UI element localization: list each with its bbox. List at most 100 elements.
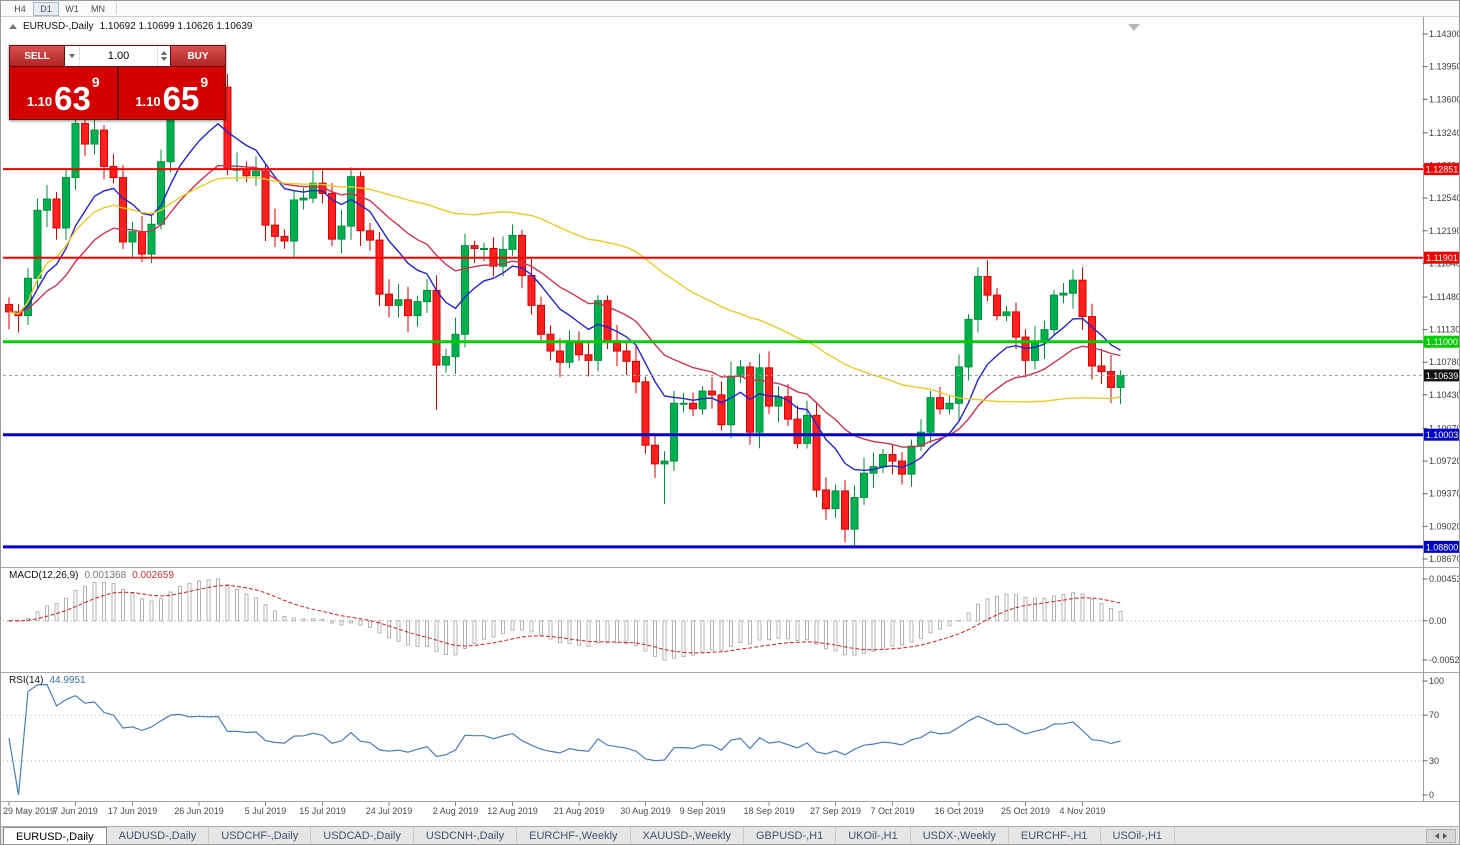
svg-text:27 Sep 2019: 27 Sep 2019 bbox=[810, 806, 861, 816]
rsi-title: RSI(14) bbox=[9, 675, 44, 686]
tab-scroll-right-icon[interactable] bbox=[1443, 833, 1447, 839]
price-scale[interactable]: 1.143001.139501.136001.132401.128901.125… bbox=[1422, 29, 1460, 564]
chart-tab-eurchf-h1[interactable]: EURCHF-,H1 bbox=[1009, 827, 1101, 844]
spinner-up-icon[interactable] bbox=[161, 51, 167, 55]
period-toolbar: H4 D1 W1 MN bbox=[1, 1, 1459, 17]
svg-text:1.09370: 1.09370 bbox=[1429, 489, 1460, 499]
chart-tab-gbpusd-h1[interactable]: GBPUSD-,H1 bbox=[744, 827, 837, 844]
svg-text:1.13600: 1.13600 bbox=[1429, 94, 1460, 104]
symbol-period-label: EURUSD-,Daily bbox=[23, 21, 94, 32]
chart-tab-eurusd-daily[interactable]: EURUSD-,Daily bbox=[3, 827, 107, 844]
svg-text:1.09020: 1.09020 bbox=[1429, 521, 1460, 531]
symbol-marker-icon bbox=[9, 24, 17, 29]
chart-tab-usdchf-daily[interactable]: USDCHF-,Daily bbox=[209, 827, 312, 844]
chart-tab-usoil-h1[interactable]: USOil-,H1 bbox=[1101, 827, 1176, 844]
period-d1-button[interactable]: D1 bbox=[33, 1, 59, 16]
volume-dropdown-icon[interactable] bbox=[65, 46, 80, 66]
svg-text:16 Oct 2019: 16 Oct 2019 bbox=[934, 806, 983, 816]
svg-text:5 Jul 2019: 5 Jul 2019 bbox=[245, 806, 287, 816]
period-mn-button[interactable]: MN bbox=[85, 2, 111, 16]
sell-button[interactable]: SELL bbox=[10, 46, 64, 66]
svg-text:1.10639: 1.10639 bbox=[1426, 371, 1459, 381]
svg-text:0.00: 0.00 bbox=[1429, 616, 1447, 626]
svg-text:26 Jun 2019: 26 Jun 2019 bbox=[174, 806, 224, 816]
svg-text:1.12540: 1.12540 bbox=[1429, 193, 1460, 203]
volume-spinner[interactable] bbox=[157, 46, 170, 66]
spinner-down-icon[interactable] bbox=[161, 57, 167, 61]
buy-price-pipette: 9 bbox=[200, 74, 209, 90]
macd-plot[interactable] bbox=[3, 578, 1423, 661]
buy-price-box[interactable]: 1.10 65 9 bbox=[118, 67, 225, 119]
svg-text:1.13950: 1.13950 bbox=[1429, 62, 1460, 72]
svg-text:1.13240: 1.13240 bbox=[1429, 128, 1460, 138]
svg-text:7 Oct 2019: 7 Oct 2019 bbox=[870, 806, 914, 816]
ohlc-values: 1.10692 1.10699 1.10626 1.10639 bbox=[99, 21, 253, 32]
svg-text:9 Sep 2019: 9 Sep 2019 bbox=[679, 806, 725, 816]
svg-text:18 Sep 2019: 18 Sep 2019 bbox=[743, 806, 794, 816]
svg-text:21 Aug 2019: 21 Aug 2019 bbox=[554, 806, 605, 816]
svg-text:-0.00520: -0.00520 bbox=[1429, 655, 1460, 665]
svg-text:2 Aug 2019: 2 Aug 2019 bbox=[433, 806, 479, 816]
svg-text:1.12190: 1.12190 bbox=[1429, 226, 1460, 236]
svg-text:24 Jul 2019: 24 Jul 2019 bbox=[366, 806, 413, 816]
chart-tab-bar: EURUSD-,Daily AUDUSD-,Daily USDCHF-,Daily U… bbox=[1, 826, 1459, 844]
buy-price-prefix: 1.10 bbox=[135, 94, 161, 109]
sell-price-prefix: 1.10 bbox=[26, 94, 53, 109]
rsi-indicator-label: RSI(14) 44.9951 bbox=[9, 675, 86, 686]
chart-tab-eurchf-weekly[interactable]: EURCHF-,Weekly bbox=[517, 827, 631, 844]
svg-text:1.08800: 1.08800 bbox=[1426, 542, 1459, 552]
svg-text:30 Aug 2019: 30 Aug 2019 bbox=[620, 806, 671, 816]
svg-text:1.11130: 1.11130 bbox=[1429, 325, 1460, 335]
period-w1-button[interactable]: W1 bbox=[59, 2, 85, 16]
svg-text:12 Aug 2019: 12 Aug 2019 bbox=[487, 806, 538, 816]
svg-text:30: 30 bbox=[1429, 756, 1439, 766]
toolbar-separator bbox=[116, 3, 117, 14]
svg-text:1.11000: 1.11000 bbox=[1426, 337, 1458, 347]
svg-text:100: 100 bbox=[1429, 676, 1444, 686]
svg-text:4 Nov 2019: 4 Nov 2019 bbox=[1059, 806, 1105, 816]
svg-text:0.004536: 0.004536 bbox=[1429, 574, 1460, 584]
svg-text:70: 70 bbox=[1429, 710, 1439, 720]
macd-main-value: 0.001368 bbox=[84, 570, 127, 581]
volume-value[interactable]: 1.00 bbox=[107, 50, 130, 62]
svg-text:1.12851: 1.12851 bbox=[1426, 165, 1459, 175]
volume-field[interactable]: 1.00 bbox=[65, 46, 170, 66]
buy-button[interactable]: BUY bbox=[171, 46, 225, 66]
one-click-trading-panel: SELL 1.00 BUY 1.10 63 9 1.10 65 9 bbox=[9, 45, 226, 120]
tab-scroll-left-icon[interactable] bbox=[1435, 833, 1439, 839]
macd-title: MACD(12,26,9) bbox=[9, 570, 79, 581]
svg-text:1.10003: 1.10003 bbox=[1426, 430, 1459, 440]
svg-text:1.10430: 1.10430 bbox=[1429, 390, 1460, 400]
svg-text:1.11480: 1.11480 bbox=[1429, 292, 1460, 302]
svg-text:1.09720: 1.09720 bbox=[1429, 456, 1460, 466]
svg-text:15 Jul 2019: 15 Jul 2019 bbox=[299, 806, 346, 816]
chart-shift-marker-icon[interactable] bbox=[1128, 24, 1140, 31]
rsi-plot[interactable] bbox=[3, 683, 1423, 796]
svg-text:1.10070: 1.10070 bbox=[1429, 423, 1460, 433]
chart-tab-audusd-daily[interactable]: AUDUSD-,Daily bbox=[107, 827, 210, 844]
svg-text:0: 0 bbox=[1429, 790, 1434, 800]
svg-text:1.11901: 1.11901 bbox=[1426, 253, 1458, 263]
price-plot[interactable] bbox=[5, 69, 1125, 548]
chart-tab-ukoil-h1[interactable]: UKOil-,H1 bbox=[836, 827, 911, 844]
macd-signal-value: 0.002659 bbox=[132, 570, 174, 581]
svg-text:1.08670: 1.08670 bbox=[1429, 554, 1460, 564]
svg-text:1.10780: 1.10780 bbox=[1429, 357, 1460, 367]
sell-price-box[interactable]: 1.10 63 9 bbox=[10, 67, 117, 119]
chart-tab-usdcad-daily[interactable]: USDCAD-,Daily bbox=[311, 827, 414, 844]
chart-title: EURUSD-,Daily 1.10692 1.10699 1.10626 1.… bbox=[9, 21, 253, 32]
chart-tab-usdx-weekly[interactable]: USDX-,Weekly bbox=[911, 827, 1009, 844]
period-h4-button[interactable]: H4 bbox=[7, 2, 33, 16]
macd-indicator-label: MACD(12,26,9) 0.001368 0.002659 bbox=[9, 570, 174, 581]
svg-text:1.14300: 1.14300 bbox=[1429, 29, 1460, 39]
sell-price-pipette: 9 bbox=[91, 74, 100, 90]
tab-scroll-buttons[interactable] bbox=[1426, 829, 1456, 843]
svg-text:25 Oct 2019: 25 Oct 2019 bbox=[1001, 806, 1050, 816]
svg-text:7 Jun 2019: 7 Jun 2019 bbox=[53, 806, 98, 816]
sell-price-big-digits: 63 bbox=[54, 79, 91, 117]
chart-tab-xauusd-weekly[interactable]: XAUUSD-,Weekly bbox=[631, 827, 744, 844]
chart-tab-usdcnh-daily[interactable]: USDCNH-,Daily bbox=[414, 827, 518, 844]
